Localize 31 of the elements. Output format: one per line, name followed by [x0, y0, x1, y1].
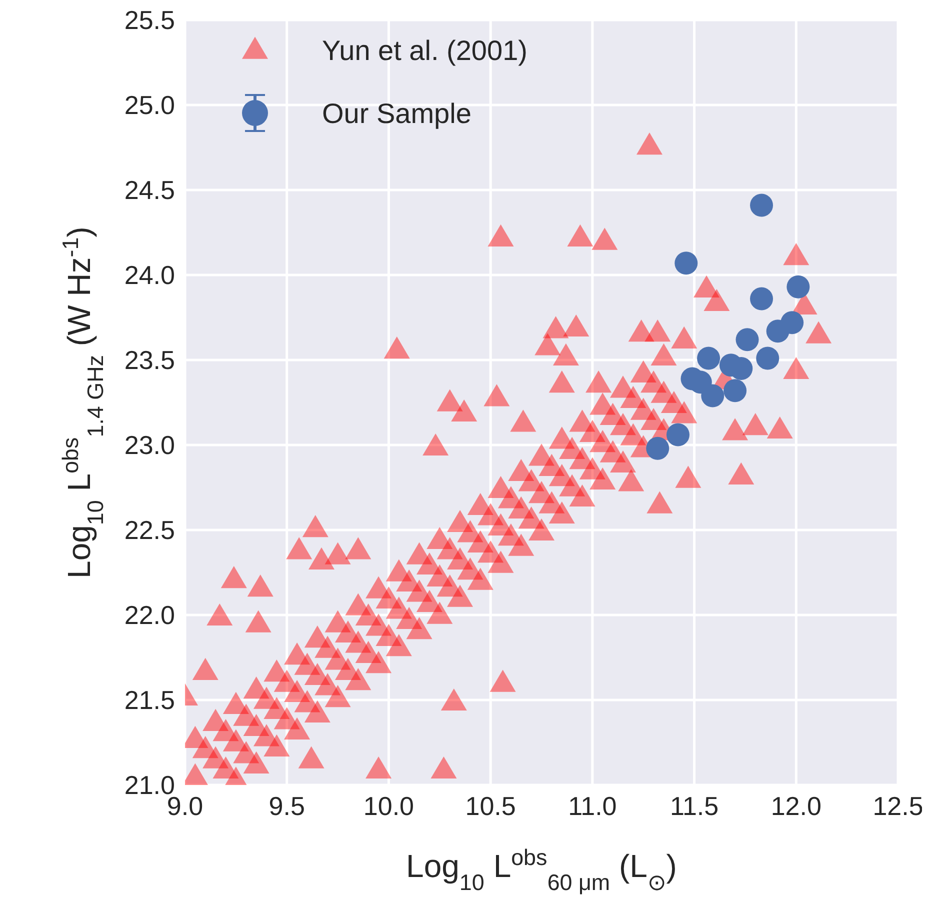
y-tick-label: 23.5 — [124, 345, 175, 376]
x-tick-label: 10.0 — [363, 791, 414, 821]
point — [750, 194, 774, 217]
x-tick-label: 12.0 — [770, 791, 822, 821]
point — [750, 287, 774, 310]
y-tick-label: 21.5 — [124, 685, 175, 716]
x-tick-label: 10.5 — [465, 791, 516, 821]
y-tick-label: 24.0 — [124, 260, 175, 290]
point — [786, 275, 810, 298]
x-tick-label: 12.5 — [872, 791, 924, 821]
point — [666, 423, 690, 446]
x-tick-label: 11.0 — [568, 791, 617, 821]
legend-label: Our Sample — [322, 98, 472, 129]
point — [701, 384, 724, 408]
point — [756, 346, 780, 370]
y-tick-label: 24.5 — [124, 175, 175, 206]
y-tick-label: 23.0 — [124, 430, 175, 460]
y-tick-label: 22.5 — [124, 515, 175, 546]
y-tick-label: 25.5 — [124, 5, 175, 36]
x-tick-label: 11.5 — [670, 791, 719, 821]
x-tick-label: 9.5 — [268, 791, 305, 821]
y-tick-label: 22.0 — [124, 600, 175, 630]
point — [766, 320, 790, 343]
y-tick-label: 25.0 — [124, 90, 175, 120]
point — [697, 346, 720, 370]
point — [724, 379, 747, 402]
point — [674, 252, 698, 275]
point — [646, 436, 670, 460]
point — [736, 328, 759, 352]
x-axis-title: Log$_{10}$ L$^{obs}$$_{60 μm}$ (L$_{⊙}$) — [406, 844, 677, 894]
legend-label: Yun et al. (2001) — [322, 34, 528, 66]
